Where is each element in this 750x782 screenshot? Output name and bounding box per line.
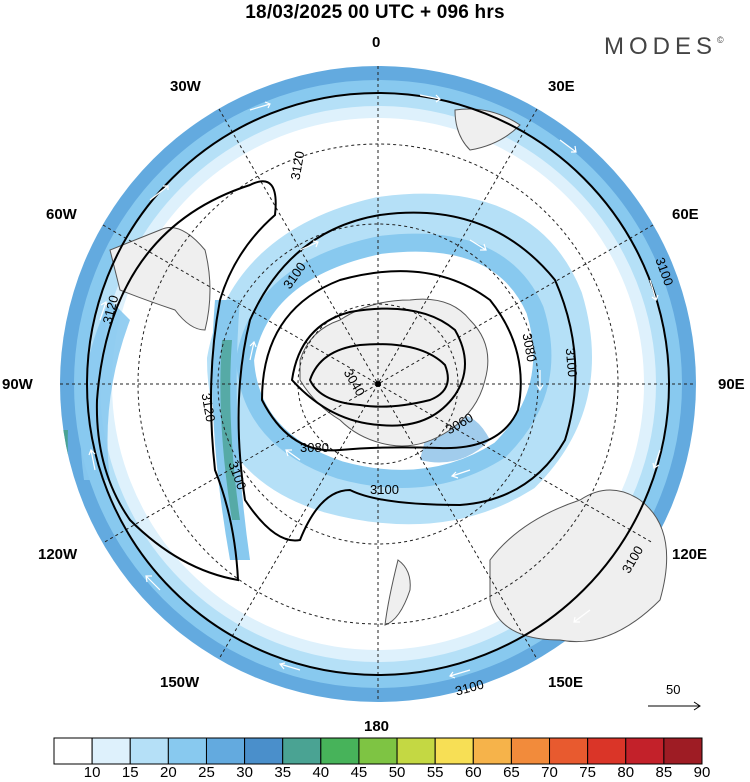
lon-label-90w: 90W xyxy=(2,376,33,393)
colorbar-box xyxy=(625,737,665,765)
wind-band-trough-core xyxy=(220,340,240,520)
contour-3040 xyxy=(308,343,449,408)
colorbar-tick-label: 30 xyxy=(236,764,253,781)
colorbar-box xyxy=(53,737,93,765)
colorbar-tick-label: 75 xyxy=(579,764,596,781)
wind-band-inner xyxy=(206,193,592,525)
lon-label-120w: 120W xyxy=(38,546,78,563)
colorbar-box xyxy=(434,737,474,765)
contour-3060 xyxy=(290,307,466,427)
lon-label-60w: 60W xyxy=(46,206,77,223)
colorbar-box xyxy=(663,737,703,765)
new-zealand xyxy=(384,559,411,626)
colorbar-tick-label: 10 xyxy=(83,764,101,781)
colorbar-tick-label: 55 xyxy=(426,764,444,781)
lon-label-180: 180 xyxy=(364,718,390,735)
australia xyxy=(489,489,668,643)
contour-label-3080-south: 3080 xyxy=(300,440,329,455)
colorbar xyxy=(53,737,703,765)
colorbar-box xyxy=(510,737,551,765)
colorbar-box xyxy=(205,737,246,765)
wind-reference-arrow xyxy=(648,701,701,711)
colorbar-box xyxy=(282,737,322,765)
colorbar-box xyxy=(358,737,398,765)
colorbar-box xyxy=(320,737,360,765)
colorbar-tick-label: 35 xyxy=(274,764,292,781)
brand-logo: MODES© xyxy=(604,33,724,60)
wind-vectors xyxy=(88,94,661,679)
colorbar-tick-label: 15 xyxy=(121,764,139,781)
pole-marker xyxy=(375,381,381,387)
colorbar-tick-label: 90 xyxy=(693,764,711,781)
lon-label-0: 0 xyxy=(372,34,381,51)
lon-label-150e: 150E xyxy=(548,674,584,691)
south-america xyxy=(109,227,211,331)
colorbar-box xyxy=(167,737,207,765)
colorbar-tick-label: 70 xyxy=(541,764,558,781)
colorbar-tick-label: 80 xyxy=(617,764,635,781)
lon-label-90e: 90E xyxy=(718,376,745,393)
wind-band-inner-2 xyxy=(235,233,552,488)
map-title: 18/03/2025 00 UTC + 096 hrs xyxy=(245,2,505,23)
colorbar-tick-label: 60 xyxy=(464,764,482,781)
colorbar-box xyxy=(129,737,169,765)
colorbar-tick-label: 85 xyxy=(655,764,673,781)
contour-3100 xyxy=(237,211,577,542)
contour-3080 xyxy=(260,270,522,452)
colorbar-tick-label: 45 xyxy=(350,764,368,781)
africa-tip xyxy=(454,108,521,151)
contour-3100-outer xyxy=(86,92,670,676)
colorbar-box xyxy=(587,737,627,765)
lon-label-120e: 120E xyxy=(672,546,708,563)
colorbar-box xyxy=(549,737,589,765)
lon-label-30w: 30W xyxy=(170,78,201,95)
geopotential-contours xyxy=(86,92,670,676)
colorbar-box xyxy=(244,737,284,765)
colorbar-tick-label: 20 xyxy=(160,764,177,781)
colorbar-tick-label: 50 xyxy=(388,764,406,781)
contour-3120 xyxy=(95,180,277,582)
wind-reference-label: 50 xyxy=(666,682,681,697)
colorbar-tick-label: 65 xyxy=(503,764,520,781)
wind-band-sw xyxy=(80,300,130,480)
colorbar-tick-label: 25 xyxy=(198,764,215,781)
colorbar-tick-label: 40 xyxy=(312,764,330,781)
colorbar-box xyxy=(472,737,512,765)
contour-label-3100-east: 3100 xyxy=(562,347,581,378)
lon-label-150w: 150W xyxy=(160,674,200,691)
lon-label-30e: 30E xyxy=(548,78,575,95)
colorbar-box xyxy=(91,737,131,765)
lon-label-60e: 60E xyxy=(672,206,699,223)
colorbar-box xyxy=(396,737,436,765)
contour-label-3100-south: 3100 xyxy=(370,482,399,497)
